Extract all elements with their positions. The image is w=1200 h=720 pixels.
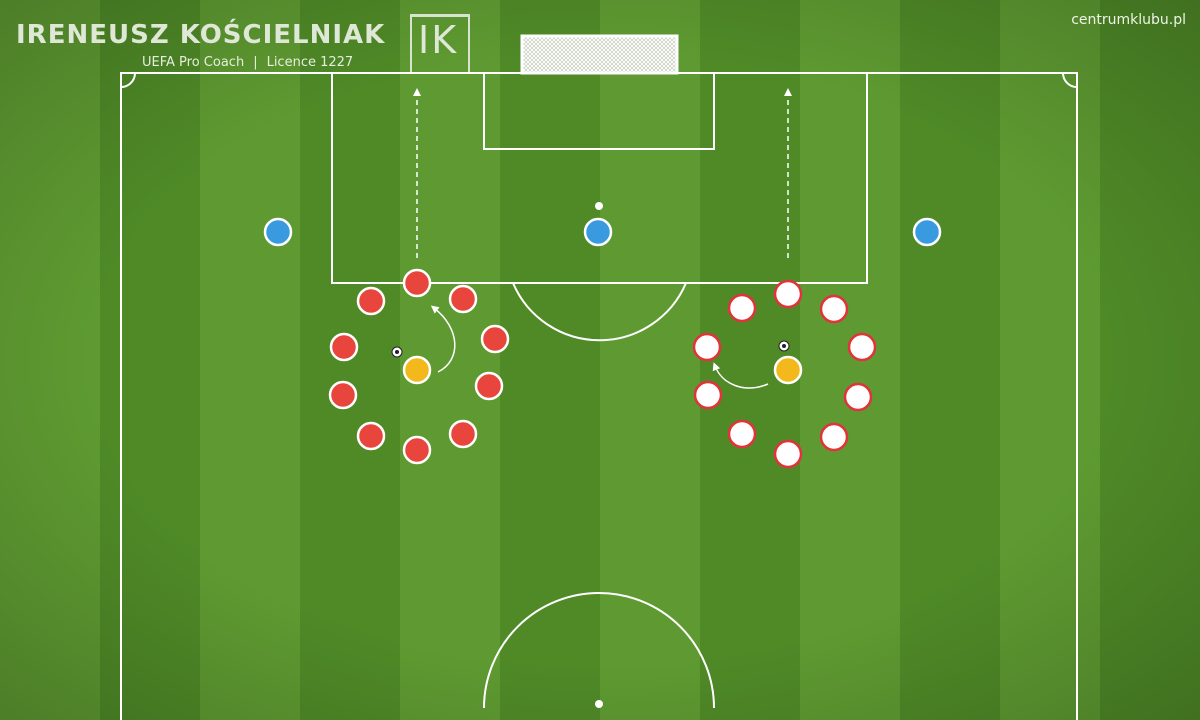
goal-net xyxy=(520,34,679,75)
blue-player[interactable] xyxy=(263,217,293,247)
white-player[interactable] xyxy=(847,332,877,362)
red-player[interactable] xyxy=(356,286,386,316)
ball-icon xyxy=(391,346,403,358)
licence-number: Licence 1227 xyxy=(266,55,354,70)
white-player[interactable] xyxy=(819,294,849,324)
corner-arc-right xyxy=(1062,72,1078,88)
white-player[interactable] xyxy=(843,382,873,412)
center-spot xyxy=(595,700,603,708)
red-player[interactable] xyxy=(356,421,386,451)
red-player[interactable] xyxy=(402,435,432,465)
white-player[interactable] xyxy=(727,293,757,323)
center-circle xyxy=(483,592,715,709)
pass-arrow-left xyxy=(430,305,456,373)
logo-monogram: IK xyxy=(418,18,459,62)
red-player[interactable] xyxy=(402,268,432,298)
white-player[interactable] xyxy=(773,279,803,309)
red-player[interactable] xyxy=(329,332,359,362)
white-player[interactable] xyxy=(727,419,757,449)
yellow-player-left[interactable] xyxy=(402,355,432,385)
white-player[interactable] xyxy=(693,380,723,410)
site-link[interactable]: centrumklubu.pl xyxy=(1071,12,1186,28)
white-player[interactable] xyxy=(819,422,849,452)
run-arrows xyxy=(413,88,792,389)
coach-name: IRENEUSZ KOŚCIELNIAK xyxy=(16,20,386,50)
red-player[interactable] xyxy=(474,371,504,401)
goal xyxy=(520,34,679,75)
red-player[interactable] xyxy=(480,324,510,354)
logo-frame xyxy=(410,14,470,72)
blue-player[interactable] xyxy=(583,217,613,247)
penalty-arc xyxy=(512,282,687,342)
white-player[interactable] xyxy=(773,439,803,469)
yellow-player-right[interactable] xyxy=(773,355,803,385)
white-player[interactable] xyxy=(692,332,722,362)
red-player[interactable] xyxy=(328,380,358,410)
penalty-spot xyxy=(595,202,603,210)
red-player[interactable] xyxy=(448,284,478,314)
coach-title: UEFA Pro Coach xyxy=(142,55,245,70)
blue-player[interactable] xyxy=(912,217,942,247)
coach-credentials: UEFA Pro Coach | Licence 1227 xyxy=(142,55,353,70)
pass-arrow-right xyxy=(712,362,769,389)
ball-icon xyxy=(778,340,790,352)
corner-arc-left xyxy=(120,72,136,88)
red-player[interactable] xyxy=(448,419,478,449)
credentials-separator: | xyxy=(253,55,258,70)
players xyxy=(263,217,942,469)
